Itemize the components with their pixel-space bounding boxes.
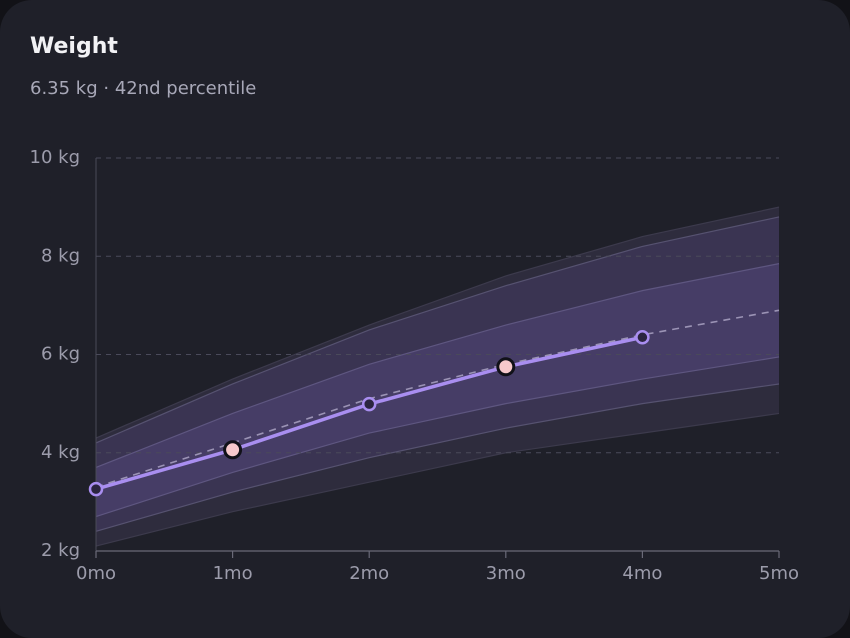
y-tick-label: 2 kg [41, 540, 80, 561]
percentile-band [96, 263, 779, 517]
percentile-band [96, 356, 779, 532]
y-tick-label: 4 kg [41, 442, 80, 463]
percentile-band [96, 216, 779, 468]
percentile-band [96, 207, 779, 443]
measurement-point [635, 330, 650, 345]
y-tick-label: 8 kg [41, 245, 80, 266]
x-tick-label: 4mo [622, 563, 662, 584]
x-tick-label: 0mo [76, 563, 116, 584]
percentile-curve [95, 356, 780, 518]
plot: 2 kg 4 kg 6 kg 8 kg 10 kg 0mo 1mo 2mo 3mo 4mo 5mo [30, 147, 799, 584]
percentile-curve [95, 216, 780, 444]
percentile-curve [95, 412, 780, 547]
y-tick-label: 6 kg [41, 344, 80, 365]
measurement-point [496, 357, 516, 377]
y-tick-label: 10 kg [30, 147, 80, 168]
percentile-curve [95, 263, 780, 469]
percentile-band [96, 383, 779, 547]
card-subtitle: 6.35 kg · 42nd percentile [30, 78, 256, 99]
measurement-point [361, 396, 377, 412]
percentile-curve [95, 383, 780, 532]
percentile-curve [95, 206, 780, 439]
median-line [95, 309, 780, 488]
measurement-point [223, 440, 243, 460]
x-tick-label: 1mo [213, 563, 253, 584]
x-tick-label: 3mo [486, 563, 526, 584]
measurement-point [88, 481, 104, 497]
x-tick-label: 5mo [759, 563, 799, 584]
x-tick-label: 2mo [349, 563, 389, 584]
card-title: Weight [30, 34, 118, 59]
